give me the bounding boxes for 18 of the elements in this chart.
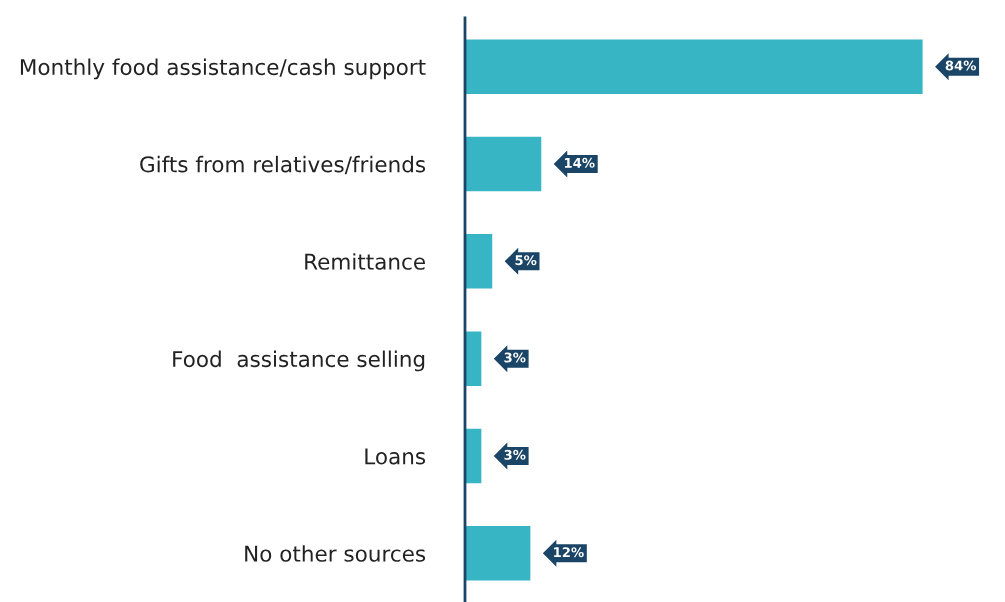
y-tick-label: No other sources [245, 545, 426, 562]
data-label: 84% [945, 60, 977, 71]
y-tick-label: Food assistance selling [173, 350, 425, 372]
y-tick-label: Loans [365, 448, 426, 465]
data-label: 14% [564, 157, 595, 168]
data-label: 5% [515, 255, 537, 266]
bar [465, 526, 531, 581]
data-label: 12% [554, 547, 584, 558]
y-tick-label: Remittance [305, 253, 425, 270]
bar [465, 331, 482, 386]
bar [465, 428, 482, 484]
bar [465, 234, 493, 289]
data-label: 3% [504, 449, 526, 460]
y-tick-label: Gifts from relatives/friends [140, 155, 426, 175]
bar [465, 136, 542, 192]
data-label: 3% [504, 352, 526, 363]
bar [465, 39, 923, 94]
y-tick-label: Monthly food assistance/cash support [20, 58, 426, 80]
